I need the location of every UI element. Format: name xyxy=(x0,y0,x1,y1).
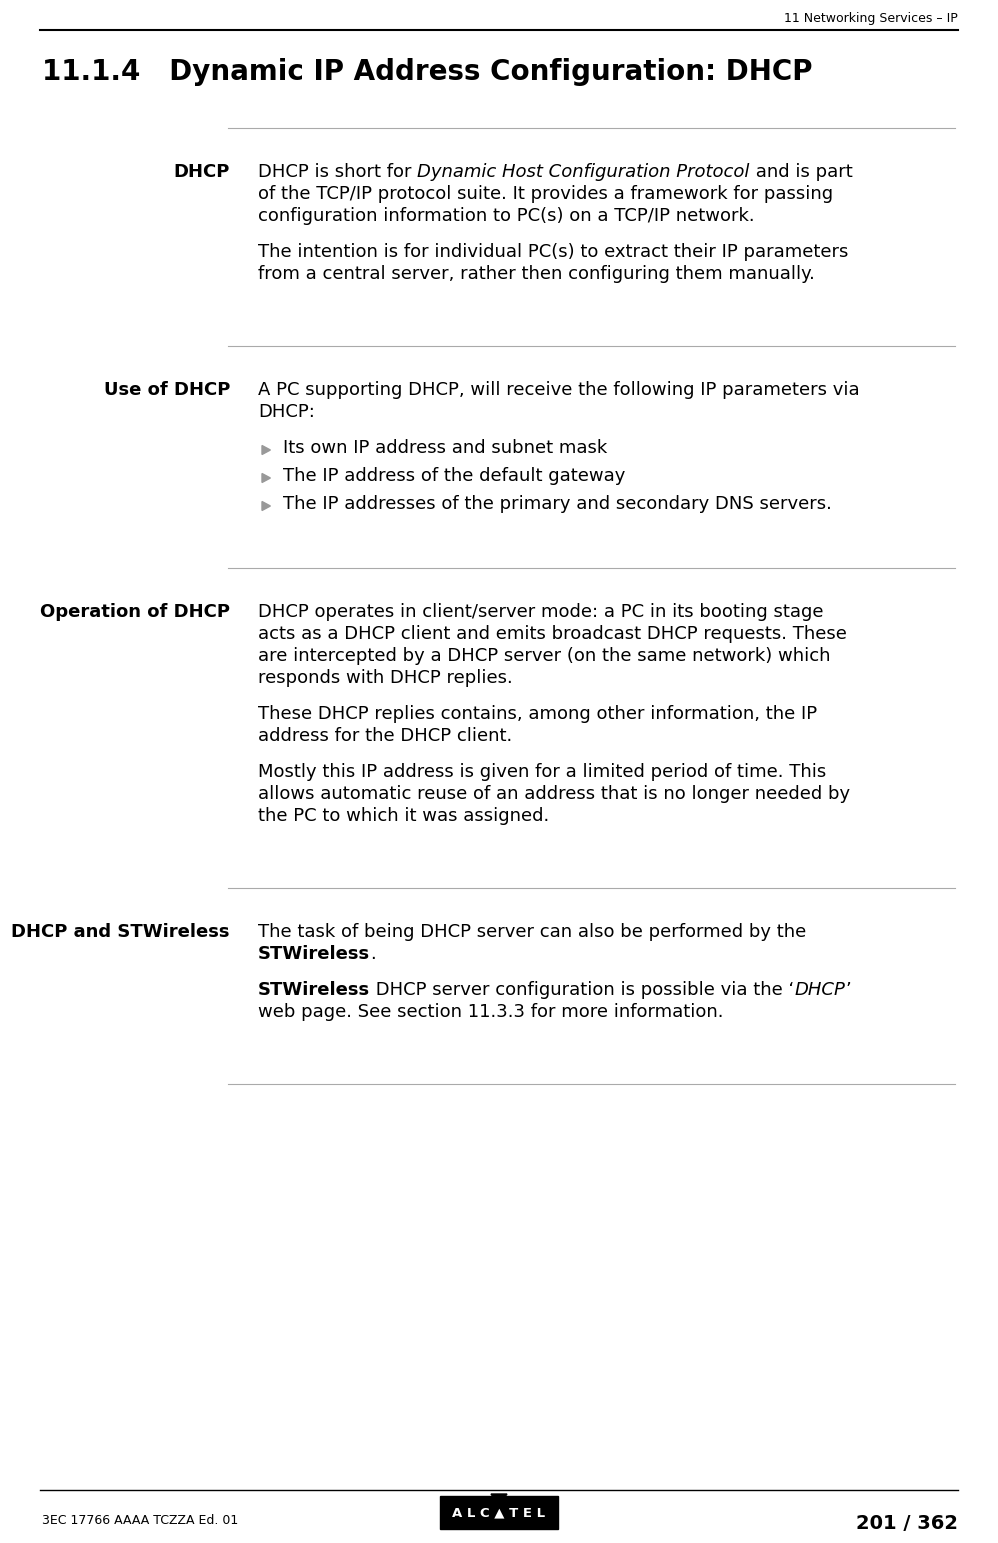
Polygon shape xyxy=(262,446,270,455)
Text: DHCP:: DHCP: xyxy=(258,403,315,421)
Text: web page. See section 11.3.3 for more information.: web page. See section 11.3.3 for more in… xyxy=(258,1003,724,1021)
Polygon shape xyxy=(262,474,270,483)
Polygon shape xyxy=(491,1494,507,1504)
Text: responds with DHCP replies.: responds with DHCP replies. xyxy=(258,670,513,687)
Text: DHCP: DHCP xyxy=(794,981,845,998)
Text: DHCP and STWireless: DHCP and STWireless xyxy=(12,923,230,941)
Text: 11 Networking Services – IP: 11 Networking Services – IP xyxy=(784,12,958,25)
Text: STWireless: STWireless xyxy=(258,944,370,963)
Text: Use of DHCP: Use of DHCP xyxy=(104,381,230,400)
Text: .: . xyxy=(370,944,376,963)
Polygon shape xyxy=(262,501,270,511)
Text: Its own IP address and subnet mask: Its own IP address and subnet mask xyxy=(283,440,607,457)
Text: 201 / 362: 201 / 362 xyxy=(856,1514,958,1534)
Text: are intercepted by a DHCP server (on the same network) which: are intercepted by a DHCP server (on the… xyxy=(258,647,830,665)
Text: from a central server, rather then configuring them manually.: from a central server, rather then confi… xyxy=(258,265,815,282)
Text: and is part: and is part xyxy=(749,164,852,181)
Text: A L C ▲ T E L: A L C ▲ T E L xyxy=(452,1506,546,1518)
Text: of the TCP/IP protocol suite. It provides a framework for passing: of the TCP/IP protocol suite. It provide… xyxy=(258,185,833,204)
Text: Dynamic Host Configuration Protocol: Dynamic Host Configuration Protocol xyxy=(417,164,749,181)
Text: allows automatic reuse of an address that is no longer needed by: allows automatic reuse of an address tha… xyxy=(258,785,850,802)
Text: Operation of DHCP: Operation of DHCP xyxy=(40,603,230,620)
Text: ’: ’ xyxy=(845,981,851,998)
Text: DHCP: DHCP xyxy=(174,164,230,181)
Text: Mostly this IP address is given for a limited period of time. This: Mostly this IP address is given for a li… xyxy=(258,762,826,781)
Text: address for the DHCP client.: address for the DHCP client. xyxy=(258,727,512,745)
Text: The intention is for individual PC(s) to extract their IP parameters: The intention is for individual PC(s) to… xyxy=(258,242,848,261)
Text: The IP addresses of the primary and secondary DNS servers.: The IP addresses of the primary and seco… xyxy=(283,495,832,512)
Text: The IP address of the default gateway: The IP address of the default gateway xyxy=(283,468,626,485)
Text: DHCP operates in client/server mode: a PC in its booting stage: DHCP operates in client/server mode: a P… xyxy=(258,603,823,620)
Text: DHCP is short for: DHCP is short for xyxy=(258,164,417,181)
Text: acts as a DHCP client and emits broadcast DHCP requests. These: acts as a DHCP client and emits broadcas… xyxy=(258,625,847,643)
Text: The task of being DHCP server can also be performed by the: The task of being DHCP server can also b… xyxy=(258,923,806,941)
Text: the PC to which it was assigned.: the PC to which it was assigned. xyxy=(258,807,549,826)
Text: 11.1.4   Dynamic IP Address Configuration: DHCP: 11.1.4 Dynamic IP Address Configuration:… xyxy=(42,59,812,86)
Text: STWireless: STWireless xyxy=(258,981,370,998)
Text: DHCP server configuration is possible via the ‘: DHCP server configuration is possible vi… xyxy=(370,981,794,998)
Text: A PC supporting DHCP, will receive the following IP parameters via: A PC supporting DHCP, will receive the f… xyxy=(258,381,859,400)
Text: These DHCP replies contains, among other information, the IP: These DHCP replies contains, among other… xyxy=(258,705,817,724)
Text: 3EC 17766 AAAA TCZZA Ed. 01: 3EC 17766 AAAA TCZZA Ed. 01 xyxy=(42,1514,239,1528)
Text: configuration information to PC(s) on a TCP/IP network.: configuration information to PC(s) on a … xyxy=(258,207,754,225)
FancyBboxPatch shape xyxy=(440,1497,558,1529)
